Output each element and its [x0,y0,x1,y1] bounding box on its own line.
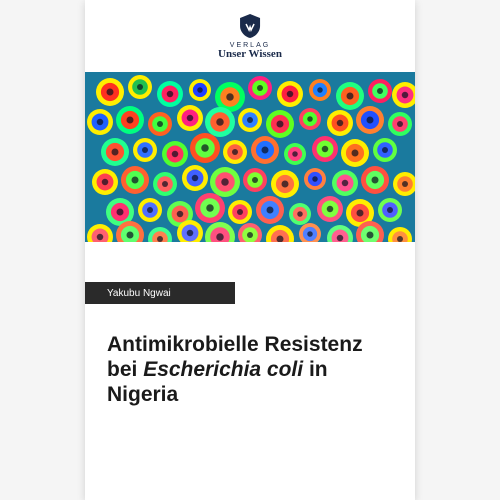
title-line2-pre: bei [107,358,143,381]
book-cover: VERLAG Unser Wissen Yakubu Ngwai Antimik… [85,0,415,500]
title-line2-post: in [303,358,328,381]
publisher-logo: VERLAG Unser Wissen [218,12,282,60]
title-block: Antimikrobielle Resistenz bei Escherichi… [107,332,393,408]
book-title: Antimikrobielle Resistenz bei Escherichi… [107,332,393,408]
title-line1: Antimikrobielle Resistenz [107,333,363,356]
cover-artwork [85,72,415,242]
title-line2-em: Escherichia coli [143,358,303,381]
title-line3: Nigeria [107,383,178,406]
author-band: Yakubu Ngwai [85,282,235,304]
author-name: Yakubu Ngwai [107,288,171,299]
publisher-shield-icon [236,12,264,40]
publisher-tagline-bottom: Unser Wissen [218,48,282,60]
